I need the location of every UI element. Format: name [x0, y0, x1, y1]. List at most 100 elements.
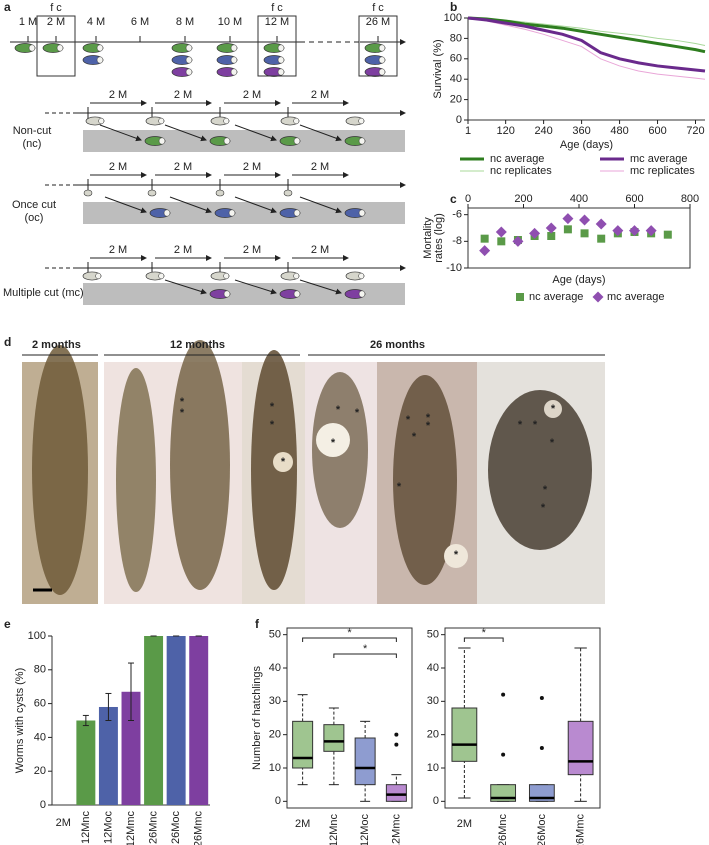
legend-label: nc replicates: [490, 165, 552, 177]
point: [497, 237, 506, 246]
worm-head: [277, 56, 285, 64]
timeline-label: 10 M: [218, 16, 242, 28]
timeline-label: 12 M: [265, 16, 289, 28]
fc-label: f c: [50, 2, 62, 14]
x-tick-label: 12Mmc: [390, 814, 402, 845]
x-tick-label: 26Mnc: [497, 814, 509, 845]
interval-label: 2 M: [109, 161, 127, 173]
interval-label: 2 M: [311, 89, 329, 101]
series-line: [467, 16, 706, 54]
fc-label: f c: [372, 2, 384, 14]
panel-label: c: [450, 192, 457, 206]
x-tick-label: 240: [534, 125, 552, 137]
transfer-arrow: [234, 279, 277, 295]
y-tick-label: -8: [452, 235, 462, 247]
y-tick-label: 50: [427, 629, 439, 641]
row-band: [83, 130, 405, 152]
worm-head: [28, 44, 36, 52]
outlier: [501, 692, 506, 697]
interval-label: 2 M: [311, 244, 329, 256]
box: [385, 784, 407, 802]
point: [563, 225, 572, 234]
y-tick-label: 40: [269, 662, 281, 674]
box: [567, 720, 594, 776]
timeline-label: 6 M: [131, 16, 149, 28]
series-line: [467, 16, 706, 73]
y-tick-label: 0: [40, 799, 46, 811]
x-tick-label: 2M: [295, 818, 310, 830]
timeline-label: 26 M: [366, 16, 390, 28]
group-label: 2 months: [32, 339, 81, 351]
cyst-marker: *: [533, 419, 538, 431]
x-tick-label: 12Mmc: [125, 811, 137, 845]
y-tick-label: 10: [427, 762, 439, 774]
transfer-arrow: [234, 124, 277, 142]
point: [645, 225, 657, 237]
row-label: Multiple cut (mc): [3, 287, 84, 299]
y-tick-label: 30: [269, 695, 281, 707]
transfer-arrow: [169, 196, 212, 214]
x-tick-label: 0: [465, 193, 471, 205]
worm-photo: [393, 375, 457, 585]
cyst-marker: *: [270, 401, 275, 413]
worm-head: [230, 44, 238, 52]
outlier: [539, 696, 544, 700]
outlier: [394, 732, 399, 737]
significance-label: *: [363, 643, 368, 655]
x-tick-label: 200: [514, 193, 532, 205]
y-tick-label: 0: [275, 795, 281, 807]
x-tick-label: 480: [610, 125, 628, 137]
cyst-marker: *: [543, 484, 548, 496]
significance-label: *: [347, 627, 352, 639]
bar: [166, 636, 186, 805]
transfer-arrow: [104, 196, 147, 214]
transfer-arrow: [299, 196, 342, 214]
x-tick-label: 26Moc: [536, 814, 548, 845]
point: [597, 234, 606, 243]
point: [562, 213, 574, 225]
x-tick-label: 800: [681, 193, 699, 205]
worm-head: [230, 68, 238, 76]
timeline-label: 8 M: [176, 16, 194, 28]
x-tick-label: 2M: [457, 818, 472, 830]
y-tick-label: 40: [427, 662, 439, 674]
x-tick-label: 400: [570, 193, 588, 205]
box: [323, 724, 345, 752]
y-tick-label: 0: [433, 795, 439, 807]
row-label: Non-cut: [13, 125, 52, 137]
y-tick-label: -6: [452, 209, 462, 221]
x-tick-label: 26Mmc: [575, 814, 587, 845]
cyst-marker: *: [336, 404, 341, 416]
photo-panel: [22, 340, 605, 604]
x-tick-label: 120: [496, 125, 514, 137]
worm-head: [98, 117, 105, 125]
interval-label: 2 M: [243, 89, 261, 101]
point: [595, 218, 607, 230]
y-axis-label: Number of hatchlings: [251, 666, 263, 770]
worm-head: [228, 209, 236, 217]
point: [545, 222, 557, 234]
y-tick-label: 40: [34, 731, 46, 743]
error-bar: [105, 692, 112, 721]
x-tick-label: 360: [572, 125, 590, 137]
x-tick-label: 1: [465, 125, 471, 137]
legend-label: nc average: [529, 291, 583, 303]
y-tick-label: 80: [450, 32, 462, 44]
y-tick-label: 40: [450, 73, 462, 85]
worm-head: [293, 117, 300, 125]
worm-head: [293, 209, 301, 217]
fragment-icon: [147, 189, 157, 197]
worm-head: [158, 272, 165, 280]
worm-head: [358, 137, 366, 145]
box: [451, 707, 478, 762]
outlier: [501, 752, 506, 757]
worm-head: [293, 290, 301, 298]
cyst-marker: *: [412, 431, 417, 443]
worm-head: [293, 137, 301, 145]
cyst: [444, 544, 468, 568]
worm-head: [378, 44, 386, 52]
x-tick-label: 26Mnc: [147, 811, 159, 845]
cyst-marker: *: [454, 549, 459, 561]
interval-label: 2 M: [109, 244, 127, 256]
